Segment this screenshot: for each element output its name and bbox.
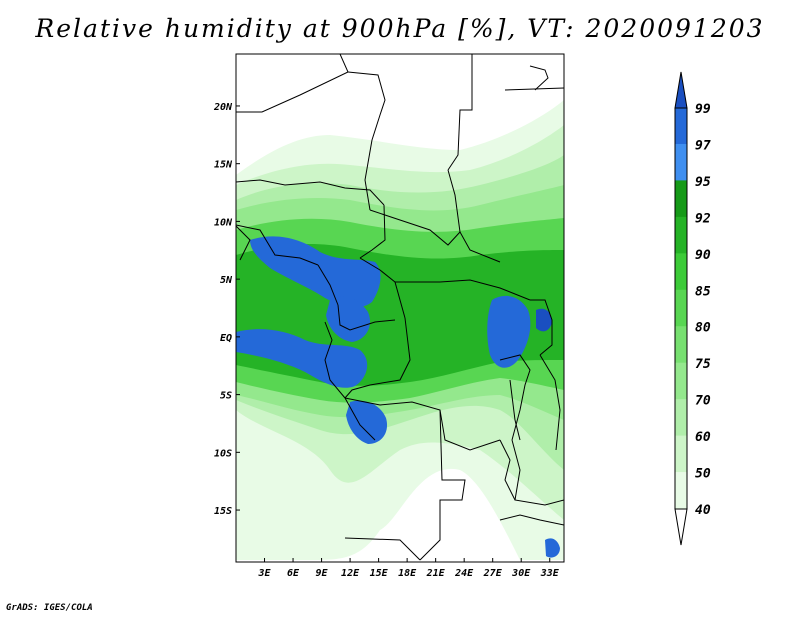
- colorbar-label: 97: [695, 138, 711, 153]
- colorbar-segment: [674, 289, 688, 328]
- colorbar-label: 92: [695, 211, 711, 226]
- x-tick-label: 9E: [316, 568, 329, 579]
- rh-blob-north: [250, 236, 381, 308]
- y-tick-label: 10S: [214, 448, 232, 459]
- rh-blob-congo: [326, 296, 371, 342]
- colorbar-cap-top: [674, 71, 688, 109]
- colorbar-segment: [674, 435, 688, 474]
- x-tick-label: 33E: [540, 568, 560, 579]
- colorbar-segment: [674, 180, 688, 218]
- x-tick-label: 21E: [426, 568, 446, 579]
- y-tick-label: EQ: [220, 333, 232, 344]
- colorbar-segment: [674, 362, 688, 401]
- chart-title: Relative humidity at 900hPa [%], VT: 202…: [35, 14, 765, 43]
- y-tick-label: 20N: [213, 102, 233, 113]
- x-tick-label: 6E: [287, 568, 300, 579]
- colorbar-segments: 99 97 95 92 90 85 80 75 70 60 50 40: [674, 71, 711, 546]
- x-tick-label: 30E: [511, 568, 531, 579]
- colorbar-segment: [674, 326, 688, 364]
- rh-blob-equator: [236, 329, 368, 388]
- colorbar-label: 90: [695, 248, 711, 263]
- colorbar-label: 40: [695, 503, 711, 518]
- credit-text: GrADS: IGES/COLA: [6, 603, 93, 613]
- map-frame: [235, 53, 565, 563]
- y-axis: 20N 15N 10N 5N EQ 5S 10S 15S: [213, 102, 240, 517]
- rh-blob-south-east: [545, 538, 560, 558]
- colorbar-segment: [674, 472, 688, 510]
- colorbar-label: 80: [695, 321, 711, 336]
- rh-blob-lake: [536, 308, 552, 332]
- colorbar-label: 95: [695, 175, 711, 190]
- colorbar-segment: [674, 143, 688, 182]
- colorbar-label: 60: [695, 430, 711, 445]
- y-tick-label: 15N: [214, 160, 233, 171]
- rh-blob-angola: [346, 400, 388, 444]
- colorbar-segment: [674, 399, 688, 437]
- y-tick-label: 10N: [214, 217, 233, 228]
- colorbar-segment: [674, 216, 688, 255]
- y-tick-label: 5N: [220, 275, 233, 286]
- x-axis: 3E 6E 9E 12E 15E 18E 21E 24E 27E 30E 33E: [257, 558, 560, 579]
- x-tick-label: 12E: [341, 568, 360, 579]
- x-tick-label: 3E: [257, 568, 271, 579]
- x-tick-label: 24E: [454, 568, 474, 579]
- colorbar-segment: [674, 253, 688, 291]
- colorbar-label: 50: [695, 467, 711, 482]
- colorbar-label: 70: [695, 394, 711, 409]
- colorbar-label: 75: [695, 357, 711, 372]
- colorbar-outline: [674, 107, 688, 510]
- colorbar-label: 85: [695, 284, 711, 299]
- colorbar-segment: [674, 107, 688, 145]
- y-tick-label: 5S: [220, 391, 232, 402]
- rh-blob-east: [487, 295, 531, 368]
- x-tick-label: 18E: [398, 568, 417, 579]
- country-borders: [236, 54, 564, 561]
- y-tick-label: 15S: [214, 506, 232, 517]
- x-tick-label: 15E: [370, 568, 389, 579]
- colorbar-label: 99: [695, 102, 711, 117]
- x-tick-label: 27E: [483, 568, 503, 579]
- colorbar-cap-bottom: [674, 508, 688, 546]
